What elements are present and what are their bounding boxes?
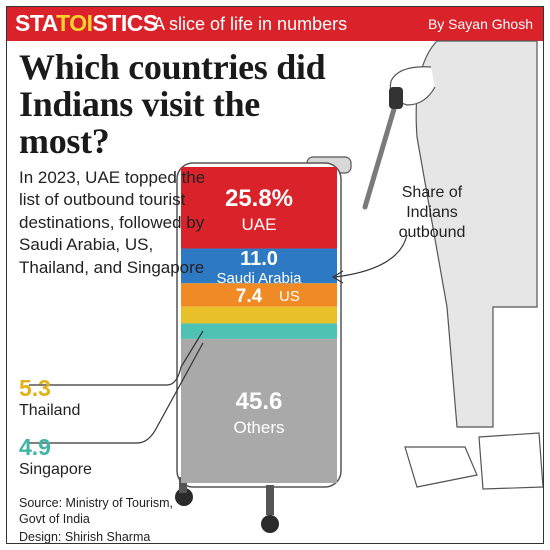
headline: Which countries did Indians visit the mo… — [19, 47, 326, 161]
category-label-saudi-arabia: Saudi Arabia — [216, 270, 302, 287]
segment-us — [181, 283, 337, 307]
segment-others — [181, 338, 337, 483]
callout-singapore: 4.9 Singapore — [19, 434, 92, 480]
singapore-leader-line — [29, 342, 204, 444]
value-label-saudi-arabia: 11.0 — [240, 248, 278, 270]
segment-uae — [181, 167, 337, 249]
value-label-others: 45.6 — [236, 388, 283, 415]
segment-group — [181, 167, 337, 483]
share-arrowhead — [331, 270, 344, 284]
category-label-uae: UAE — [242, 215, 277, 234]
callout-singapore-value: 4.9 — [19, 434, 51, 460]
share-arrow — [334, 234, 408, 278]
infographic-frame: STATOISTICS A slice of life in numbers B… — [6, 6, 544, 544]
share-label: Share of Indians outbound — [398, 184, 466, 241]
brand-logo: STATOISTICS — [15, 10, 158, 36]
design-credit: Design: Shirish Sharma — [19, 530, 151, 544]
source-note: Source: Ministry of Tourism, Govt of Ind… — [19, 496, 173, 526]
dek-text: In 2023, UAE topped the list of outbound… — [19, 168, 206, 277]
thailand-leader-line — [29, 330, 204, 386]
callout-thailand: 5.3 Thailand — [19, 375, 80, 421]
value-label-us: 7.4 — [236, 286, 263, 307]
callout-thailand-value: 5.3 — [19, 375, 51, 401]
value-label-uae: 25.8% — [225, 185, 293, 212]
byline: By Sayan Ghosh — [427, 16, 533, 32]
segment-thailand — [181, 306, 337, 324]
category-label-others: Others — [233, 418, 284, 437]
header-banner: STATOISTICS A slice of life in numbers B… — [7, 7, 543, 41]
tagline: A slice of life in numbers — [153, 14, 348, 34]
callout-thailand-label: Thailand — [19, 402, 81, 419]
segment-saudi-arabia — [181, 248, 337, 284]
callout-singapore-label: Singapore — [19, 461, 92, 478]
traveler-illustration — [389, 40, 543, 490]
segment-singapore — [181, 323, 337, 339]
category-label-us: US — [279, 288, 300, 305]
